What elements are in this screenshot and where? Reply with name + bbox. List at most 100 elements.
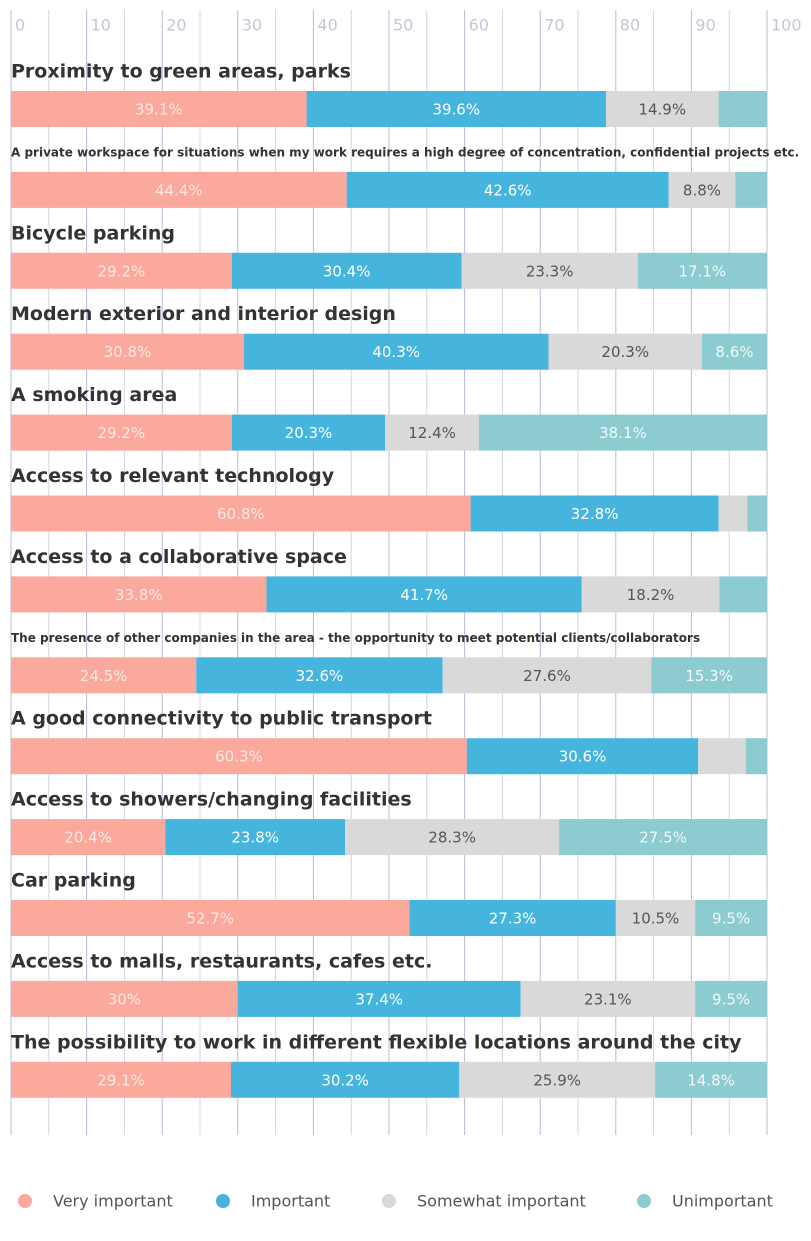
bar-segment xyxy=(548,333,702,370)
value-label: 10.5% xyxy=(632,910,680,928)
bar-segment xyxy=(306,91,606,127)
value-label: 9.5% xyxy=(712,910,750,928)
x-tick-label: 90 xyxy=(695,16,715,35)
value-label: 18.2% xyxy=(627,586,675,604)
bar-segment xyxy=(698,738,746,775)
value-label: 30.8% xyxy=(104,343,152,361)
value-label: 29.2% xyxy=(98,262,146,280)
value-label: 40.3% xyxy=(372,343,420,361)
value-label: 30.2% xyxy=(321,1071,369,1089)
bar-segment xyxy=(11,738,467,775)
bar-segment xyxy=(243,333,549,370)
bar-segment xyxy=(520,980,696,1017)
category-label: Car parking xyxy=(11,870,136,892)
bar-segment xyxy=(11,1061,231,1098)
value-label: 32.6% xyxy=(296,667,344,685)
bar-segment xyxy=(747,495,767,532)
value-label: 23.3% xyxy=(526,262,574,280)
value-label: 15.3% xyxy=(685,667,733,685)
bar-segment xyxy=(478,414,767,451)
bar-segment xyxy=(461,252,638,289)
value-label: 44.4% xyxy=(155,181,203,199)
bar-segment xyxy=(231,414,386,451)
bar-segment xyxy=(695,980,767,1017)
value-label: 30% xyxy=(108,990,141,1008)
x-tick-label: 100 xyxy=(771,16,802,35)
bar-segment xyxy=(615,900,696,936)
bar-segment xyxy=(385,414,479,451)
bar-segment xyxy=(637,252,767,289)
bar-segment xyxy=(11,252,232,289)
value-label: 24.5% xyxy=(80,667,128,685)
x-tick-label: 50 xyxy=(393,16,413,35)
value-label: 29.2% xyxy=(98,424,146,442)
value-label: 27.5% xyxy=(639,829,687,847)
bar-segment xyxy=(442,657,652,694)
bar-segment xyxy=(11,900,410,936)
bar-segment xyxy=(345,819,560,856)
bar-segment xyxy=(237,980,521,1017)
x-tick-label: 40 xyxy=(317,16,337,35)
category-label: Proximity to green areas, parks xyxy=(11,61,351,83)
value-label: 41.7% xyxy=(400,586,448,604)
bar-segment xyxy=(11,333,244,370)
bar-segment xyxy=(466,738,699,775)
value-label: 20.3% xyxy=(601,343,649,361)
value-label: 27.6% xyxy=(523,667,571,685)
value-label: 9.5% xyxy=(712,990,750,1008)
value-label: 33.8% xyxy=(115,586,163,604)
bar-segment xyxy=(719,576,767,613)
category-label: Bicycle parking xyxy=(11,222,175,244)
category-label: The possibility to work in different fle… xyxy=(11,1031,742,1053)
value-label: 12.4% xyxy=(408,424,456,442)
bar-segment xyxy=(701,333,767,370)
value-label: 20.3% xyxy=(285,424,333,442)
bar-segment xyxy=(11,980,238,1017)
bar-segment xyxy=(11,91,307,127)
x-tick-label: 30 xyxy=(242,16,262,35)
category-label: A good connectivity to public transport xyxy=(11,708,432,730)
bar-segment xyxy=(718,495,748,532)
legend-marker xyxy=(637,1194,651,1208)
bar-segment xyxy=(605,91,719,127)
value-label: 39.6% xyxy=(432,101,480,119)
bar-segment xyxy=(266,576,582,613)
value-label: 39.1% xyxy=(135,101,183,119)
bar-segment xyxy=(11,171,347,208)
value-label: 29.1% xyxy=(97,1071,145,1089)
category-label: Modern exterior and interior design xyxy=(11,303,396,325)
bar-segment xyxy=(655,1061,767,1098)
bar-segment xyxy=(11,414,232,451)
legend-label: Important xyxy=(251,1192,330,1211)
bar-segment xyxy=(165,819,346,856)
legend-label: Very important xyxy=(53,1192,173,1211)
value-label: 27.3% xyxy=(489,910,537,928)
value-label: 30.4% xyxy=(323,262,371,280)
bar-segment xyxy=(695,900,767,936)
x-tick-label: 20 xyxy=(166,16,186,35)
category-label: A private workspace for situations when … xyxy=(11,145,799,159)
category-label: Access to relevant technology xyxy=(11,465,335,487)
legend-marker xyxy=(216,1194,230,1208)
x-tick-label: 60 xyxy=(469,16,489,35)
value-label: 23.1% xyxy=(584,990,632,1008)
category-label: The presence of other companies in the a… xyxy=(11,631,700,645)
bar-segment xyxy=(581,576,720,613)
legend-label: Somewhat important xyxy=(417,1192,586,1211)
value-label: 8.8% xyxy=(683,181,721,199)
value-label: 20.4% xyxy=(64,829,112,847)
value-label: 8.6% xyxy=(715,343,753,361)
value-label: 38.1% xyxy=(599,424,647,442)
x-tick-label: 80 xyxy=(620,16,640,35)
bar-segment xyxy=(735,171,767,208)
x-tick-label: 70 xyxy=(544,16,564,35)
value-label: 60.8% xyxy=(217,505,265,523)
value-label: 17.1% xyxy=(679,262,727,280)
category-label: Access to a collaborative space xyxy=(11,546,347,568)
bar-segment xyxy=(11,657,197,694)
value-label: 14.9% xyxy=(638,101,686,119)
bar-segment xyxy=(718,91,767,127)
bar-segment xyxy=(559,819,767,856)
value-label: 28.3% xyxy=(428,829,476,847)
